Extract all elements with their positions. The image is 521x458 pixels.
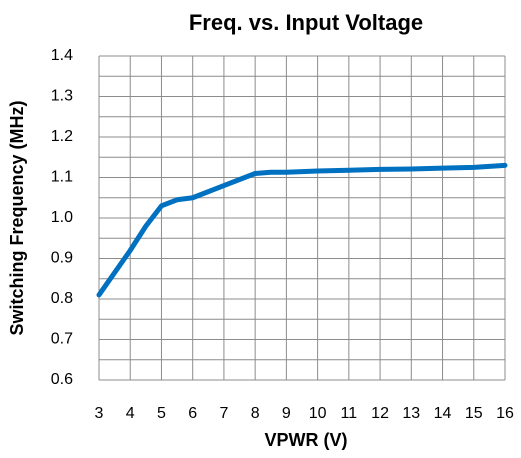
y-axis-label: Switching Frequency (MHz) <box>7 100 27 335</box>
x-tick-label: 9 <box>282 405 291 422</box>
data-line <box>96 162 508 298</box>
x-axis-label: VPWR (V) <box>265 430 348 450</box>
y-tick-label: 1.4 <box>51 47 73 64</box>
x-tick-label: 7 <box>219 405 228 422</box>
x-tick-label: 8 <box>251 405 260 422</box>
x-tick-label: 11 <box>341 405 358 422</box>
x-tick-label: 14 <box>434 405 452 422</box>
y-tick-label: 0.7 <box>51 331 73 348</box>
x-tick-label: 10 <box>309 405 327 422</box>
y-tick-label: 1.3 <box>51 88 73 105</box>
x-tick-label: 12 <box>371 405 389 422</box>
x-tick-label: 5 <box>157 405 166 422</box>
x-tick-label: 15 <box>465 405 483 422</box>
y-tick-label: 0.9 <box>51 250 73 267</box>
x-tick-label: 16 <box>496 405 514 422</box>
y-tick-label: 0.8 <box>51 290 73 307</box>
y-tick-label: 1.0 <box>51 209 73 226</box>
y-tick-label: 1.2 <box>51 128 73 145</box>
chart-title: Freq. vs. Input Voltage <box>189 10 423 35</box>
x-tick-label: 13 <box>402 405 420 422</box>
y-tick-label: 0.6 <box>51 371 73 388</box>
x-tick-label: 6 <box>188 405 197 422</box>
x-tick-label: 3 <box>95 405 104 422</box>
y-tick-label: 1.1 <box>51 169 73 186</box>
x-tick-label: 4 <box>126 405 135 422</box>
